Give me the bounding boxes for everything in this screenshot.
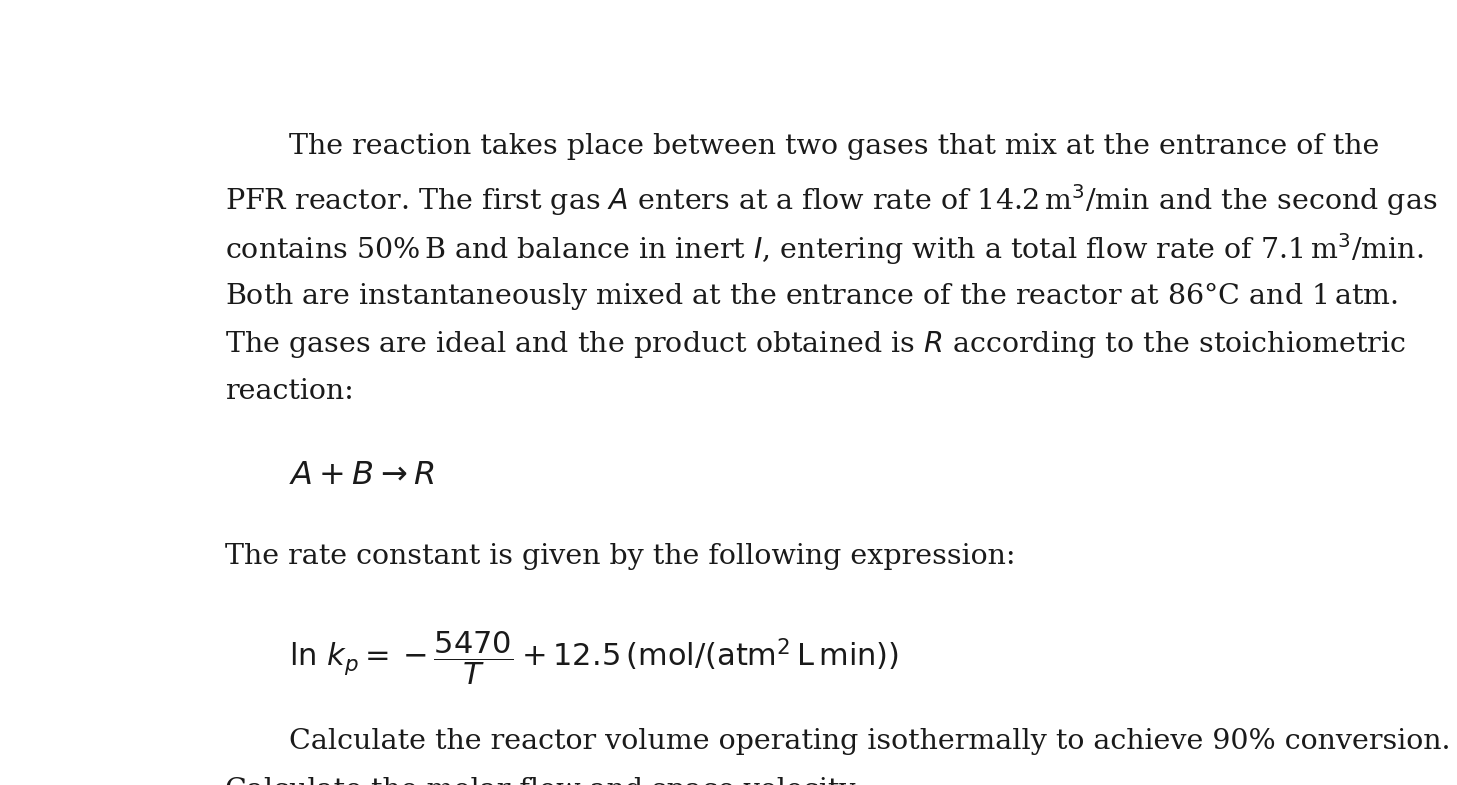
Text: $\ln\, k_p = -\dfrac{5470}{T} + 12.5\,(\mathrm{mol/(atm^2\,L\,min)})$: $\ln\, k_p = -\dfrac{5470}{T} + 12.5\,(\…: [290, 630, 899, 688]
Text: reaction:: reaction:: [224, 378, 354, 405]
Text: Calculate the reactor volume operating isothermally to achieve 90% conversion.: Calculate the reactor volume operating i…: [290, 728, 1451, 754]
Text: The rate constant is given by the following expression:: The rate constant is given by the follow…: [224, 542, 1016, 570]
Text: Calculate the molar flow and space velocity.: Calculate the molar flow and space veloc…: [224, 776, 861, 785]
Text: The gases are ideal and the product obtained is $R$ according to the stoichiomet: The gases are ideal and the product obta…: [224, 330, 1406, 360]
Text: Both are instantaneously mixed at the entrance of the reactor at 86°C and 1$\,$a: Both are instantaneously mixed at the en…: [224, 280, 1399, 312]
Text: The reaction takes place between two gases that mix at the entrance of the: The reaction takes place between two gas…: [290, 133, 1380, 160]
Text: $A + B \rightarrow R$: $A + B \rightarrow R$: [290, 461, 434, 491]
Text: contains 50%$\,$B and balance in inert $I$, entering with a total flow rate of 7: contains 50%$\,$B and balance in inert $…: [224, 232, 1423, 268]
Text: PFR reactor. The first gas $A$ enters at a flow rate of 14.2$\,$m$^3$/min and th: PFR reactor. The first gas $A$ enters at…: [224, 182, 1438, 218]
